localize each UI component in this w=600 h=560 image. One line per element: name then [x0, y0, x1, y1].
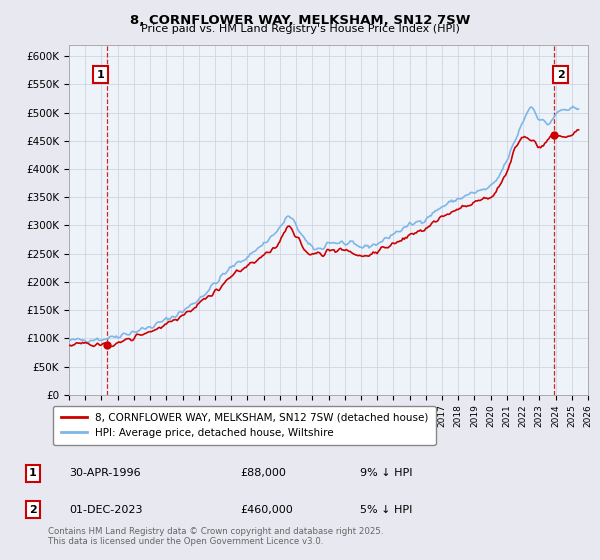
Text: 1: 1	[29, 468, 37, 478]
Text: 8, CORNFLOWER WAY, MELKSHAM, SN12 7SW: 8, CORNFLOWER WAY, MELKSHAM, SN12 7SW	[130, 14, 470, 27]
Text: 30-APR-1996: 30-APR-1996	[69, 468, 140, 478]
Text: Price paid vs. HM Land Registry's House Price Index (HPI): Price paid vs. HM Land Registry's House …	[140, 24, 460, 34]
Legend: 8, CORNFLOWER WAY, MELKSHAM, SN12 7SW (detached house), HPI: Average price, deta: 8, CORNFLOWER WAY, MELKSHAM, SN12 7SW (d…	[53, 405, 436, 445]
Text: 2: 2	[557, 69, 565, 80]
Text: 9% ↓ HPI: 9% ↓ HPI	[360, 468, 413, 478]
Text: 01-DEC-2023: 01-DEC-2023	[69, 505, 143, 515]
Text: 5% ↓ HPI: 5% ↓ HPI	[360, 505, 412, 515]
Text: Contains HM Land Registry data © Crown copyright and database right 2025.
This d: Contains HM Land Registry data © Crown c…	[48, 526, 383, 546]
Text: 2: 2	[29, 505, 37, 515]
Text: £88,000: £88,000	[240, 468, 286, 478]
Text: 1: 1	[97, 69, 104, 80]
Text: £460,000: £460,000	[240, 505, 293, 515]
